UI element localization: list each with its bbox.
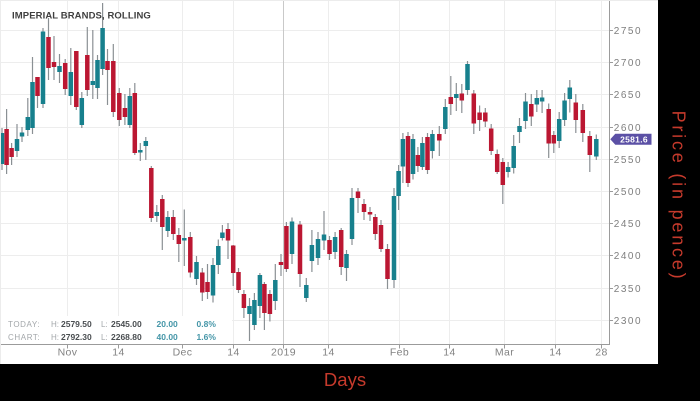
svg-text:2450: 2450 (614, 219, 642, 230)
svg-text:H:: H: (51, 333, 59, 342)
svg-text:Feb: Feb (390, 347, 409, 359)
svg-text:TODAY:: TODAY: (8, 320, 40, 329)
svg-text:14: 14 (112, 347, 124, 359)
svg-text:0.8%: 0.8% (197, 319, 217, 329)
svg-text:L:: L: (101, 333, 108, 342)
svg-text:28: 28 (595, 347, 607, 359)
svg-text:2581.6: 2581.6 (620, 135, 648, 145)
svg-text:2545.00: 2545.00 (111, 319, 142, 329)
svg-text:2600: 2600 (614, 123, 642, 134)
svg-text:14: 14 (227, 347, 239, 359)
svg-text:14: 14 (549, 347, 561, 359)
svg-text:2019: 2019 (271, 347, 296, 359)
svg-text:2650: 2650 (614, 90, 642, 101)
svg-text:2750: 2750 (614, 26, 642, 37)
svg-text:2500: 2500 (614, 187, 642, 198)
svg-text:2579.50: 2579.50 (61, 319, 92, 329)
svg-text:2792.30: 2792.30 (61, 332, 92, 342)
svg-text:Mar: Mar (495, 347, 514, 359)
svg-text:Nov: Nov (58, 347, 78, 359)
svg-text:2400: 2400 (614, 251, 642, 262)
svg-text:14: 14 (443, 347, 455, 359)
svg-text:Dec: Dec (173, 347, 193, 359)
svg-text:L:: L: (101, 320, 108, 329)
svg-text:IMPERIAL BRANDS, ROLLING: IMPERIAL BRANDS, ROLLING (12, 11, 151, 22)
svg-text:2350: 2350 (614, 284, 642, 295)
svg-text:CHART:: CHART: (8, 333, 40, 342)
svg-text:14: 14 (322, 347, 334, 359)
svg-text:H:: H: (51, 320, 59, 329)
svg-text:2300: 2300 (614, 316, 642, 327)
svg-text:20.00: 20.00 (157, 319, 179, 329)
svg-text:2700: 2700 (614, 58, 642, 69)
svg-text:1.6%: 1.6% (197, 332, 217, 342)
svg-text:40.00: 40.00 (157, 332, 179, 342)
svg-text:2550: 2550 (614, 155, 642, 166)
svg-text:2268.80: 2268.80 (111, 332, 142, 342)
